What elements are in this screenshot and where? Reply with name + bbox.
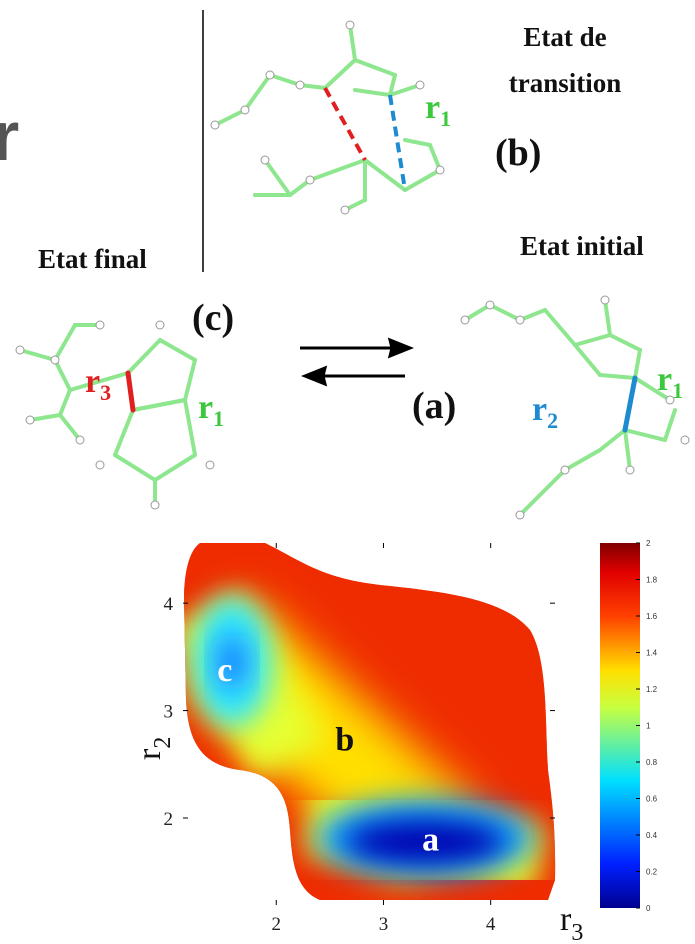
bond-label: r1 [425,89,451,131]
colorbar-tick-label: 0.6 [646,795,658,804]
heading: Etat final [38,244,147,274]
molecule-initial [461,296,689,519]
x-axis-label-base: r [560,901,572,938]
y-tick-label: 2 [164,809,174,830]
panel-label: (a) [412,385,456,427]
panel-label: (c) [192,297,234,339]
bond-label: r3 [85,363,111,405]
figure: r Etat de transition (b) r1 Etat final E… [0,0,695,944]
heading: transition [509,68,622,98]
colorbar-tick-label: 0.8 [646,758,658,767]
bond-label: r1 [198,389,224,431]
molecule-final [16,321,214,509]
x-tick-label: 3 [379,914,389,935]
colorbar-tick-label: 1.8 [646,576,658,585]
y-axis-label-sub: 2 [150,737,176,749]
colorbar-tick-label: 1 [646,722,651,731]
heading: Etat de [523,22,606,52]
x-axis-label-sub: 3 [571,920,583,944]
equilibrium-arrows [300,340,410,384]
bond-label: r1 [657,361,683,403]
x-tick-label: 4 [486,914,496,935]
y-tick-label: 4 [164,594,174,615]
x-axis-label: r3 [560,901,583,944]
colorbar-tick-label: 1.6 [646,612,658,621]
colorbar-tick-label: 1.4 [646,649,658,658]
x-tick-label: 2 [272,914,282,935]
colorbar-tick-label: 1.2 [646,685,658,694]
colorbar-tick-label: 0 [646,904,651,913]
colorbar-tick-label: 2 [646,539,651,548]
energy-surface [180,540,560,910]
colorbar [600,543,640,908]
point-label: a [422,821,439,858]
point-label: b [335,722,354,759]
y-axis-label-base: r [131,748,168,760]
y-tick-label: 3 [164,702,174,723]
colorbar-tick-label: 0.4 [646,831,658,840]
molecule-transition [211,21,444,214]
heading: Etat initial [520,231,644,261]
panel-label: (b) [495,132,541,174]
cropped-title: r [0,97,19,175]
point-label: c [217,652,232,689]
bond-label: r2 [532,391,558,433]
colorbar-tick-label: 0.2 [646,868,658,877]
y-axis-label: r2 [131,737,176,760]
